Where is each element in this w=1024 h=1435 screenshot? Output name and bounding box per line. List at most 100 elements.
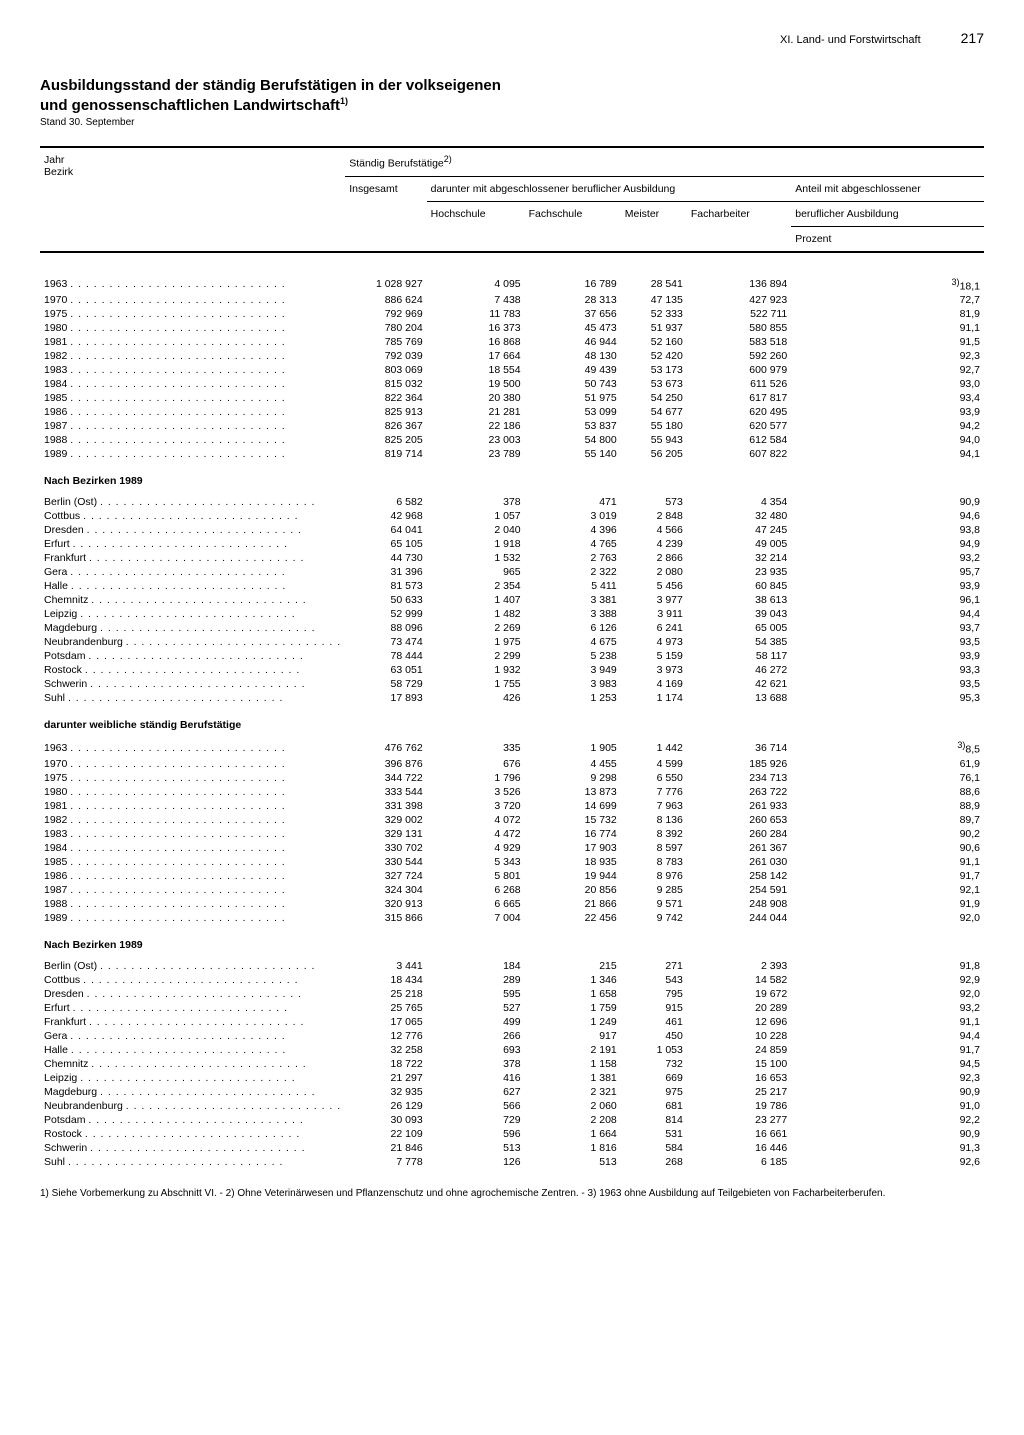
row-label: 1970 (40, 757, 345, 771)
cell: 329 002 (345, 813, 426, 827)
table-row: Berlin (Ost) 3 4411842152712 39391,8 (40, 959, 984, 973)
cell: 9 298 (525, 771, 621, 785)
cell: 88,9 (791, 799, 984, 813)
cell: 4 973 (621, 635, 687, 649)
title: Ausbildungsstand der ständig Berufstätig… (40, 76, 984, 115)
cell: 573 (621, 495, 687, 509)
table-row: Magdeburg 32 9356272 32197525 21790,9 (40, 1085, 984, 1099)
table-row: Neubrandenburg 73 4741 9754 6754 97354 3… (40, 635, 984, 649)
cell: 93,8 (791, 523, 984, 537)
cell: 426 (427, 691, 525, 705)
row-label: 1985 (40, 855, 345, 869)
table-row: Frankfurt 17 0654991 24946112 69691,1 (40, 1015, 984, 1029)
cell: 1 346 (525, 973, 621, 987)
cell: 4 354 (687, 495, 791, 509)
cell: 815 032 (345, 377, 426, 391)
cell: 16 653 (687, 1071, 791, 1085)
head-hochschule: Hochschule (427, 201, 525, 252)
table-head: Jahr Bezirk Ständig Berufstätige2) Insge… (40, 147, 984, 253)
cell: 3 977 (621, 593, 687, 607)
cell: 136 894 (687, 276, 791, 294)
cell: 38 613 (687, 593, 791, 607)
head-group: Ständig Berufstätige2) (345, 147, 984, 176)
cell: 8 976 (621, 869, 687, 883)
cell: 4 765 (525, 537, 621, 551)
row-label: Rostock (40, 663, 345, 677)
cell: 476 762 (345, 739, 426, 757)
cell: 16 373 (427, 321, 525, 335)
table-row: 1989 315 8667 00422 4569 742244 04492,0 (40, 911, 984, 925)
cell: 92,3 (791, 349, 984, 363)
cell: 91,8 (791, 959, 984, 973)
cell: 73 474 (345, 635, 426, 649)
table-row: Cottbus 42 9681 0573 0192 84832 48094,6 (40, 509, 984, 523)
cell: 8 392 (621, 827, 687, 841)
cell: 1 796 (427, 771, 525, 785)
cell: 25 765 (345, 1001, 426, 1015)
cell: 94,2 (791, 419, 984, 433)
cell: 90,9 (791, 1085, 984, 1099)
cell: 39 043 (687, 607, 791, 621)
cell: 1 381 (525, 1071, 621, 1085)
title-superscript: 1) (340, 96, 348, 106)
cell: 17 903 (525, 841, 621, 855)
cell: 16 868 (427, 335, 525, 349)
cell: 617 817 (687, 391, 791, 405)
cell: 975 (621, 1085, 687, 1099)
cell: 527 (427, 1001, 525, 1015)
table-row: 1987 826 36722 18653 83755 180620 57794,… (40, 419, 984, 433)
row-label: 1963 (40, 276, 345, 294)
table-row: 1989 819 71423 78955 14056 205607 82294,… (40, 447, 984, 461)
cell: 396 876 (345, 757, 426, 771)
cell: 531 (621, 1127, 687, 1141)
row-label: Leipzig (40, 607, 345, 621)
row-label: Dresden (40, 987, 345, 1001)
cell: 32 258 (345, 1043, 426, 1057)
cell: 81 573 (345, 579, 426, 593)
table-row: Suhl 7 7781265132686 18592,6 (40, 1155, 984, 1169)
cell: 1 028 927 (345, 276, 426, 294)
page-number: 217 (961, 30, 984, 46)
cell: 886 624 (345, 293, 426, 307)
cell: 268 (621, 1155, 687, 1169)
cell: 917 (525, 1029, 621, 1043)
cell: 5 238 (525, 649, 621, 663)
cell: 16 774 (525, 827, 621, 841)
cell: 31 396 (345, 565, 426, 579)
section-title: Nach Bezirken 1989 (40, 925, 984, 959)
table-row: 1984 815 03219 50050 74353 673611 52693,… (40, 377, 984, 391)
cell: 91,9 (791, 897, 984, 911)
table-row: Schwerin 58 7291 7553 9834 16942 62193,5 (40, 677, 984, 691)
cell: 1 918 (427, 537, 525, 551)
cell: 52 160 (621, 335, 687, 349)
cell: 289 (427, 973, 525, 987)
cell: 1 816 (525, 1141, 621, 1155)
row-label: 1987 (40, 883, 345, 897)
row-label: 1986 (40, 869, 345, 883)
cell: 92,0 (791, 911, 984, 925)
cell: 6 268 (427, 883, 525, 897)
cell: 814 (621, 1113, 687, 1127)
subtitle: Stand 30. September (40, 117, 984, 128)
cell: 55 180 (621, 419, 687, 433)
cell: 2 060 (525, 1099, 621, 1113)
table-row: Halle 32 2586932 1911 05324 85991,7 (40, 1043, 984, 1057)
cell: 11 783 (427, 307, 525, 321)
row-label: 1982 (40, 813, 345, 827)
table-row: Dresden 64 0412 0404 3964 56647 24593,8 (40, 523, 984, 537)
cell: 47 135 (621, 293, 687, 307)
section-title: darunter weibliche ständig Berufstätige (40, 705, 984, 739)
cell: 2 208 (525, 1113, 621, 1127)
section-name: XI. Land- und Forstwirtschaft (780, 34, 921, 46)
row-label: Erfurt (40, 1001, 345, 1015)
cell: 46 944 (525, 335, 621, 349)
cell: 8 783 (621, 855, 687, 869)
cell: 320 913 (345, 897, 426, 911)
cell: 93,5 (791, 635, 984, 649)
row-label: 1985 (40, 391, 345, 405)
cell: 72,7 (791, 293, 984, 307)
cell: 52 420 (621, 349, 687, 363)
cell: 693 (427, 1043, 525, 1057)
row-label: 1987 (40, 419, 345, 433)
table-row: 1975 792 96911 78337 65652 333522 71181,… (40, 307, 984, 321)
